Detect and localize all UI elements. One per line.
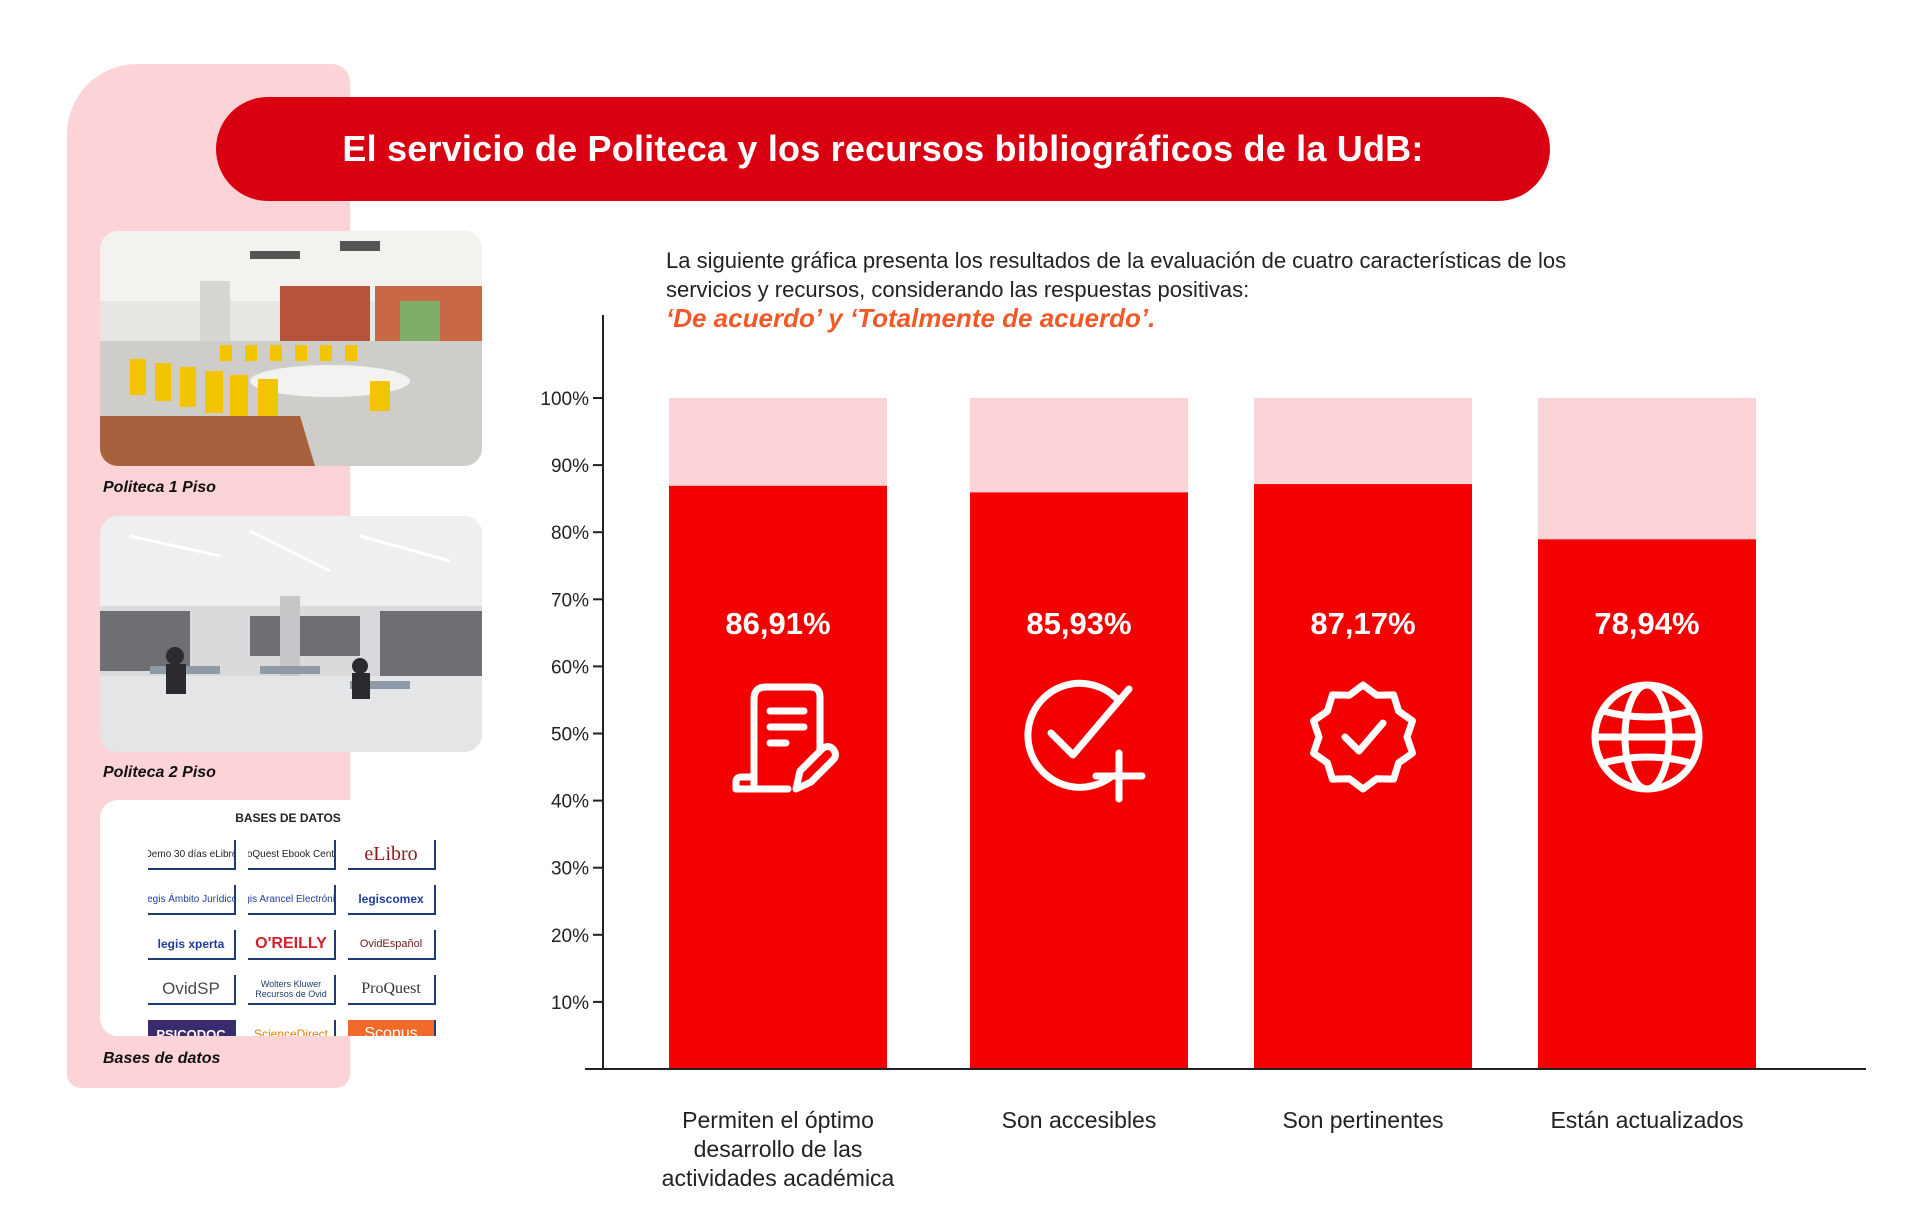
- y-tick-label: 60%: [551, 657, 589, 678]
- badge-check-icon: [1310, 681, 1416, 793]
- db-logo-proquest-ebook: ProQuest Ebook Central: [248, 840, 336, 870]
- document-pen-icon: [732, 683, 839, 793]
- x-tick-label: Están actualizados: [1550, 1107, 1743, 1133]
- intro-line-2: servicios y recursos, considerando las r…: [666, 277, 1250, 302]
- bar-3: [1254, 484, 1472, 1069]
- politeca-2-photo: [100, 516, 482, 752]
- data-label: 86,91%: [725, 606, 830, 641]
- y-tick-label: 90%: [551, 456, 589, 477]
- chart-description: La siguiente gráfica presenta los result…: [666, 246, 1766, 333]
- x-tick-label: Permiten el óptimo: [682, 1107, 874, 1133]
- db-logo-sciencedirect: ScienceDirect: [248, 1020, 336, 1036]
- db-logo-ovidsp: OvidSP: [148, 975, 236, 1005]
- check-circle-plus-icon: [1024, 679, 1146, 803]
- x-tick-label: actividades académica: [662, 1165, 895, 1191]
- db-logo-legis-arancel: legis Arancel Electrónico: [248, 885, 336, 915]
- db-logo-legis-ambito: legis Ámbito Jurídico: [148, 885, 236, 915]
- y-tick-label: 30%: [551, 859, 589, 880]
- db-logo-wolters-kluwer: Wolters Kluwer Recursos de Ovid: [248, 975, 336, 1005]
- y-tick-label: 100%: [540, 389, 589, 410]
- y-tick-label: 40%: [551, 792, 589, 813]
- databases-panel: BASES DE DATOS Demo 30 días eLibro ProQu…: [100, 800, 476, 1036]
- title-banner: El servicio de Politeca y los recursos b…: [216, 97, 1550, 201]
- db-logo-ovid-espanol: OvidEspañol: [348, 930, 436, 960]
- db-logo-legiscomex: legiscomex: [348, 885, 436, 915]
- caption-politeca-2: Politeca 2 Piso: [103, 764, 216, 781]
- db-logo-elibro-demo: Demo 30 días eLibro: [148, 840, 236, 870]
- intro-line-1: La siguiente gráfica presenta los result…: [666, 248, 1567, 273]
- bar-4: [1538, 539, 1756, 1069]
- y-tick-label: 70%: [551, 590, 589, 611]
- y-tick-label: 10%: [551, 993, 589, 1014]
- caption-politeca-1: Politeca 1 Piso: [103, 479, 216, 496]
- db-logo-scopus: Scopus: [348, 1020, 436, 1036]
- x-tick-label: desarrollo de las: [694, 1136, 863, 1162]
- bar-1: [669, 485, 887, 1070]
- data-label: 78,94%: [1594, 606, 1699, 641]
- intro-highlight: ‘De acuerdo’ y ‘Totalmente de acuerdo’.: [666, 303, 1156, 333]
- y-tick-label: 50%: [551, 725, 589, 746]
- databases-title: BASES DE DATOS: [235, 811, 341, 825]
- data-label: 85,93%: [1026, 606, 1131, 641]
- y-tick-label: 20%: [551, 926, 589, 947]
- db-logo-oreilly: O'REILLY: [248, 930, 336, 960]
- db-logo-proquest: ProQuest: [348, 975, 436, 1005]
- caption-bases-datos: Bases de datos: [103, 1050, 221, 1067]
- bar-2: [970, 492, 1188, 1070]
- x-tick-label: Son pertinentes: [1282, 1107, 1443, 1133]
- db-logo-legis-xperta: legis xperta: [148, 930, 236, 960]
- y-tick-label: 80%: [551, 523, 589, 544]
- page-title: El servicio de Politeca y los recursos b…: [342, 128, 1424, 169]
- db-logo-psicodoc: PSICODOC: [148, 1020, 236, 1036]
- politeca-1-photo: [100, 231, 482, 466]
- db-logo-elibro: eLibro: [348, 840, 436, 870]
- x-tick-label: Son accesibles: [1002, 1107, 1157, 1133]
- globe-icon: [1591, 681, 1703, 793]
- data-label: 87,17%: [1310, 606, 1415, 641]
